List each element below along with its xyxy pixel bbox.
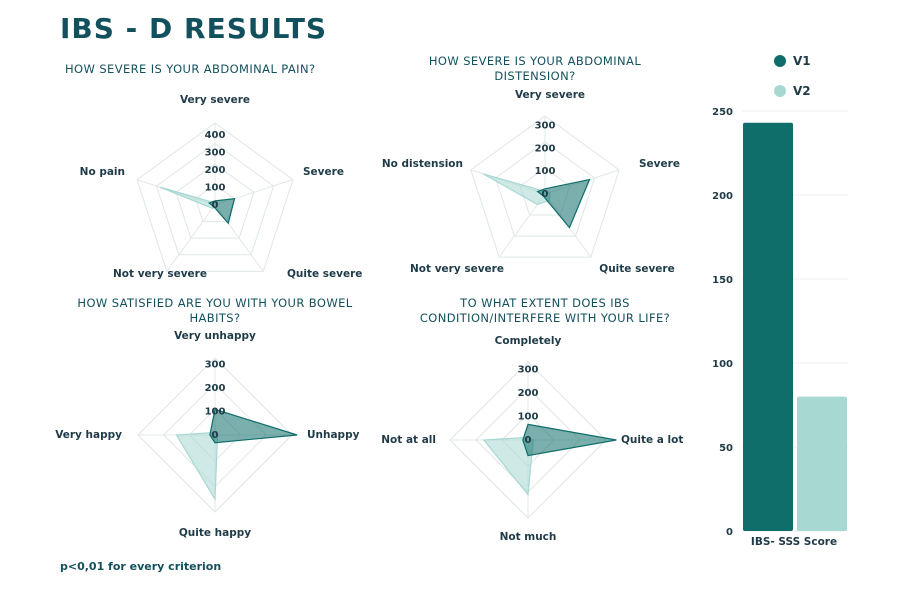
radar-3-axis-label: Very unhappy <box>174 330 256 342</box>
radar-title-interfere-life-text: TO WHAT EXTENT DOES IBS CONDITION/INTERF… <box>419 296 671 325</box>
radar-title-abdominal-distension-text: HOW SEVERE IS YOUR ABDOMINAL DISTENSION? <box>428 54 642 83</box>
radar-3-axis-label: Very happy <box>55 429 122 441</box>
radar-3-tick-label: 100 <box>205 407 226 418</box>
radar-1-tick-label: 0 <box>212 200 219 211</box>
radar-4-tick-label: 300 <box>518 365 539 376</box>
bar-v2 <box>797 396 847 531</box>
radar-1-tick-label: 100 <box>205 183 226 194</box>
radar-2-grid-ring <box>494 141 596 237</box>
radar-4-axis-label: Not at all <box>381 434 436 446</box>
bar-chart-y-tick-label: 50 <box>719 443 733 454</box>
radar-1-axis-label: Very severe <box>180 94 250 106</box>
bar-chart-y-tick-label: 200 <box>712 191 733 202</box>
radar-1-spoke <box>166 204 216 272</box>
radar-1-series-v1 <box>207 197 236 225</box>
bar-chart-y-tick-label: 100 <box>712 359 733 370</box>
radar-2-series-v2 <box>482 173 551 206</box>
radar-4-axis-label: Not much <box>500 531 557 543</box>
radar-1-grid-ring <box>194 183 236 223</box>
radar-2-series-v1 <box>536 178 591 229</box>
radar-1-grid-ring <box>136 122 294 272</box>
radar-4-axis-label: Quite a lot <box>621 434 683 446</box>
radar-2-axis-label: No distension <box>382 158 463 170</box>
radar-3-series-v2 <box>175 431 219 502</box>
radar-1-axis-label: Severe <box>303 166 344 178</box>
radar-1-axis-label: Quite severe <box>287 268 362 280</box>
radar-2-tick-label: 0 <box>542 189 549 200</box>
radar-1-grid-ring <box>155 142 275 256</box>
radar-4 <box>449 361 617 519</box>
radar-title-bowel-habits-text: HOW SATISFIED ARE YOU WITH YOUR BOWEL HA… <box>77 296 353 325</box>
radar-3-tick-label: 300 <box>205 360 226 371</box>
radar-1-axis-label: Not very severe <box>113 268 207 280</box>
legend-label-v2: V2 <box>793 84 811 98</box>
radar-2-axis-label: Severe <box>639 158 680 170</box>
radar-1 <box>136 122 294 272</box>
radar-2-grid-ring <box>519 167 571 216</box>
radar-title-abdominal-distension: HOW SEVERE IS YOUR ABDOMINAL DISTENSION? <box>390 54 680 84</box>
bar-chart-category-label: IBS- SSS Score <box>751 536 837 548</box>
bar-chart-y-tick-label: 150 <box>712 275 733 286</box>
radar-1-tick-label: 400 <box>205 130 226 141</box>
bar-chart-y-tick-label: 250 <box>712 107 733 118</box>
radar-4-tick-label: 100 <box>518 412 539 423</box>
radar-2-grid-ring <box>470 115 620 258</box>
legend-label-v1: V1 <box>793 54 811 68</box>
radar-2-tick-label: 300 <box>535 121 556 132</box>
radar-3-tick-label: 200 <box>205 383 226 394</box>
radar-2-axis-label: Not very severe <box>410 263 504 275</box>
radar-3-tick-label: 0 <box>212 430 219 441</box>
radar-title-abdominal-pain: HOW SEVERE IS YOUR ABDOMINAL PAIN? <box>65 62 316 76</box>
bar-chart <box>742 110 848 532</box>
legend-marker-v1 <box>774 55 786 67</box>
radar-4-axis-label: Completely <box>495 335 562 347</box>
radar-3-axis-label: Unhappy <box>307 429 360 441</box>
radar-3 <box>137 357 298 513</box>
legend <box>774 55 786 97</box>
radar-4-series-v1 <box>522 423 617 457</box>
radar-2-axis-label: Quite severe <box>599 263 674 275</box>
bar-chart-y-tick-label: 0 <box>726 527 733 538</box>
radar-2-tick-label: 200 <box>535 143 556 154</box>
radar-1-grid-ring <box>175 163 255 239</box>
radar-3-series-v1 <box>209 408 298 444</box>
radar-4-tick-label: 200 <box>518 388 539 399</box>
page-title: IBS - D RESULTS <box>60 12 328 45</box>
bar-v1 <box>743 122 793 531</box>
radar-4-tick-label: 0 <box>525 435 532 446</box>
footnote: p<0,01 for every criterion <box>60 560 222 573</box>
radar-2-axis-label: Very severe <box>515 89 585 101</box>
radar-2 <box>470 115 620 258</box>
radar-1-tick-label: 200 <box>205 165 226 176</box>
radar-3-axis-label: Quite happy <box>179 527 251 539</box>
radar-title-interfere-life: TO WHAT EXTENT DOES IBS CONDITION/INTERF… <box>400 296 690 326</box>
radar-title-bowel-habits: HOW SATISFIED ARE YOU WITH YOUR BOWEL HA… <box>70 296 360 326</box>
legend-marker-v2 <box>774 85 786 97</box>
radar-1-tick-label: 300 <box>205 148 226 159</box>
radar-1-axis-label: No pain <box>80 166 125 178</box>
radar-2-tick-label: 100 <box>535 166 556 177</box>
